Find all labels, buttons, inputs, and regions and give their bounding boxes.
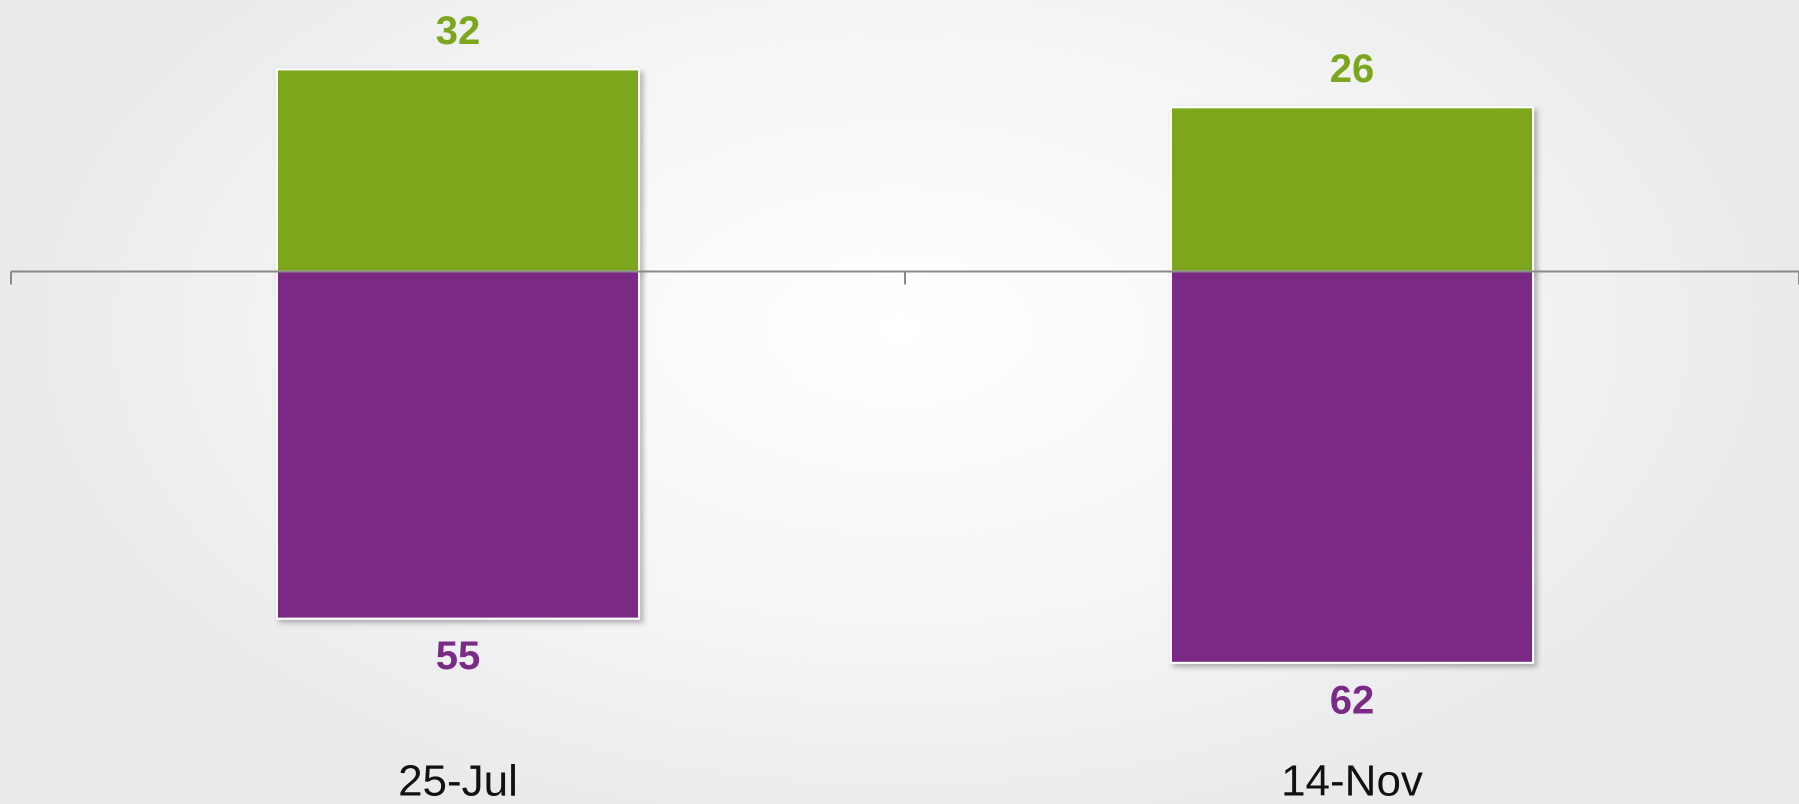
bar xyxy=(1169,270,1535,664)
bar xyxy=(1169,106,1535,273)
data-label: 62 xyxy=(1330,678,1375,722)
bar xyxy=(275,68,641,273)
x-tick-label: 25-Jul xyxy=(398,757,518,804)
x-tick-label: 14-Nov xyxy=(1281,757,1423,804)
data-label: 32 xyxy=(436,9,481,53)
data-label: 26 xyxy=(1330,47,1375,91)
bar xyxy=(275,270,641,620)
data-label: 55 xyxy=(436,634,481,678)
